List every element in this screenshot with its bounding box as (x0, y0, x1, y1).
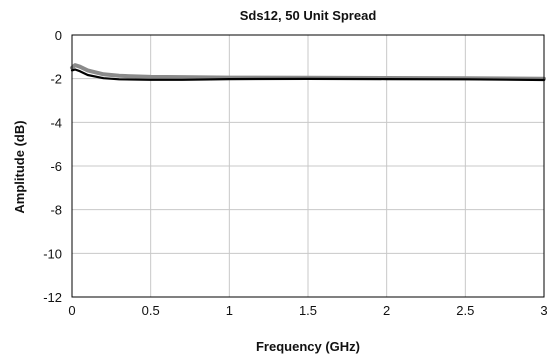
x-tick-label: 2 (383, 303, 390, 318)
y-tick-label: -8 (50, 203, 62, 218)
y-axis-label: Amplitude (dB) (12, 120, 27, 213)
plot-area-frame (71, 34, 545, 298)
y-tick-label: -2 (50, 72, 62, 87)
x-tick-label: 3 (540, 303, 547, 318)
x-tick-label: 1 (226, 303, 233, 318)
chart-title: Sds12, 50 Unit Spread (240, 8, 377, 23)
x-tick-label: 1.5 (299, 303, 317, 318)
y-tick-label: 0 (55, 28, 62, 43)
x-tick-label: 0 (68, 303, 75, 318)
y-tick-label: -6 (50, 159, 62, 174)
y-tick-label: -4 (50, 115, 62, 130)
series-line-2 (70, 68, 546, 82)
grid (71, 34, 545, 298)
x-tick-label: 2.5 (456, 303, 474, 318)
x-axis-label: Frequency (GHz) (256, 339, 360, 354)
y-tick-label: -12 (43, 290, 62, 305)
x-tick-label: 0.5 (142, 303, 160, 318)
series-layer (70, 63, 546, 82)
y-tick-label: -10 (43, 246, 62, 261)
tick-labels: 0 0.5 1 1.5 2 2.5 3 0 -2 -4 -6 -8 -10 -12 (43, 28, 547, 318)
